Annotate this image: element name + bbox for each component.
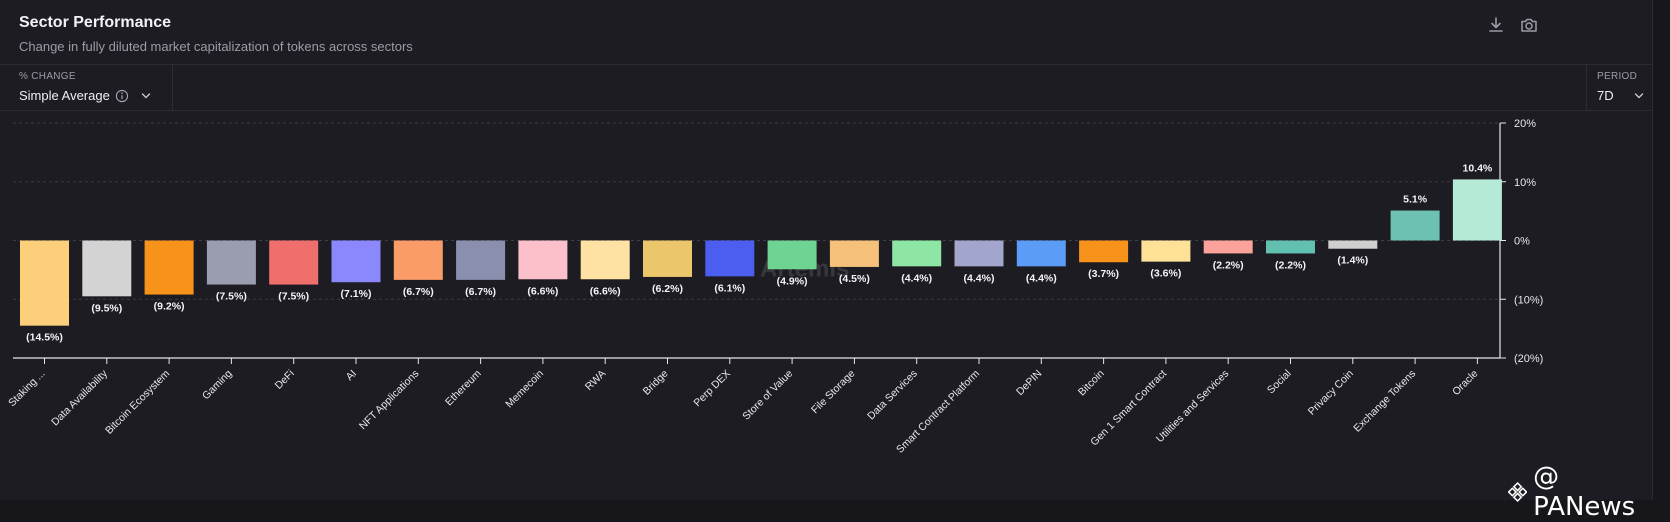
bar	[1328, 240, 1378, 249]
category-label: Ethereum	[443, 367, 484, 408]
bar	[1390, 210, 1440, 241]
data-label: (4.4%)	[1026, 272, 1057, 284]
bar	[331, 240, 381, 283]
metric-label: % CHANGE	[19, 71, 76, 82]
category-label: Data Services	[865, 368, 920, 423]
data-label: (7.5%)	[278, 291, 309, 303]
category-label: File Storage	[809, 368, 858, 417]
category-label: Privacy Coin	[1306, 368, 1356, 418]
toolbar-divider	[0, 64, 1652, 65]
data-label: (4.4%)	[964, 272, 995, 284]
bar	[954, 240, 1004, 267]
y-tick-label: 0%	[1514, 236, 1530, 248]
info-icon[interactable]	[115, 89, 129, 103]
bar	[580, 240, 630, 280]
controls-divider	[0, 110, 1652, 111]
category-label: Memecoin	[503, 368, 546, 411]
category-label: NFT Applications	[357, 368, 421, 432]
download-icon[interactable]	[1485, 14, 1507, 36]
bar	[1141, 240, 1191, 262]
category-label: Bridge	[641, 368, 671, 398]
bar	[1016, 240, 1066, 267]
bar	[767, 240, 817, 270]
data-label: (4.5%)	[839, 273, 870, 285]
category-label: DePIN	[1014, 368, 1044, 398]
category-label: Store of Value	[740, 368, 795, 423]
category-label: Staking ...	[6, 368, 48, 410]
bar	[456, 240, 506, 280]
data-label: (2.2%)	[1275, 259, 1306, 271]
data-label: (6.6%)	[590, 285, 621, 297]
bar	[1079, 240, 1129, 263]
data-label: (3.6%)	[1150, 268, 1181, 280]
bar	[20, 240, 69, 326]
data-label: (6.7%)	[403, 286, 434, 298]
data-label: (6.7%)	[465, 286, 496, 298]
category-label: AI	[344, 368, 360, 384]
bar-chart: 20%10%0%(10%)(20%)Artemis(14.5%)Staking …	[6, 118, 1543, 456]
bar	[269, 240, 319, 285]
y-tick-label: 20%	[1514, 118, 1536, 130]
y-tick-label: (20%)	[1514, 353, 1543, 365]
data-label: 10.4%	[1463, 162, 1493, 174]
data-label: (7.1%)	[341, 288, 372, 300]
metric-value: Simple Average	[19, 88, 110, 103]
category-label: Oracle	[1450, 368, 1480, 398]
data-label: (6.1%)	[714, 282, 745, 294]
data-label: (9.2%)	[154, 301, 185, 313]
bar	[1203, 240, 1253, 254]
category-label: Gaming	[200, 368, 235, 403]
bar	[144, 240, 194, 295]
category-label: Perp DEX	[691, 368, 732, 409]
chart-title: Sector Performance	[19, 14, 172, 31]
data-label: (3.7%)	[1088, 268, 1119, 280]
chart-subtitle: Change in fully diluted market capitaliz…	[19, 39, 413, 54]
bar	[1452, 179, 1502, 241]
data-label: (4.9%)	[777, 275, 808, 287]
data-label: (14.5%)	[26, 332, 63, 344]
category-label: RWA	[583, 368, 608, 393]
bar	[892, 240, 942, 267]
chevron-down-icon[interactable]	[140, 91, 152, 101]
category-label: Social	[1265, 368, 1294, 397]
period-value: 7D	[1597, 88, 1614, 103]
panews-watermark: @ PANews	[1508, 462, 1652, 522]
period-selector[interactable]: PERIOD 7D	[1586, 64, 1653, 110]
data-label: (7.5%)	[216, 291, 247, 303]
data-label: (9.5%)	[91, 302, 122, 314]
camera-icon[interactable]	[1518, 14, 1540, 36]
category-label: DeFi	[273, 368, 297, 392]
watermark-text: @ PANews	[1533, 462, 1636, 522]
bar	[705, 240, 755, 277]
data-label: (1.4%)	[1337, 255, 1368, 267]
bar	[393, 240, 443, 280]
bar	[518, 240, 568, 280]
metric-selector[interactable]: % CHANGE Simple Average	[0, 64, 173, 110]
data-label: (6.2%)	[652, 283, 683, 295]
chevron-down-icon[interactable]	[1633, 91, 1645, 101]
data-label: 5.1%	[1403, 194, 1428, 206]
category-label: Bitcoin Ecosystem	[103, 367, 172, 436]
data-label: (4.4%)	[901, 272, 932, 284]
data-label: (6.6%)	[527, 285, 558, 297]
binance-logo-icon	[1508, 481, 1528, 503]
bar	[643, 240, 692, 277]
bar	[206, 240, 256, 285]
data-label: (2.2%)	[1213, 259, 1244, 271]
bar	[829, 240, 879, 267]
bar	[82, 240, 132, 297]
y-tick-label: 10%	[1514, 177, 1536, 189]
period-label: PERIOD	[1597, 71, 1638, 82]
category-label: Data Availability	[49, 367, 110, 428]
bar	[1266, 240, 1315, 254]
y-tick-label: (10%)	[1514, 294, 1543, 306]
category-label: Exchange Tokens	[1351, 368, 1418, 435]
category-label: Bitcoin	[1076, 368, 1107, 399]
